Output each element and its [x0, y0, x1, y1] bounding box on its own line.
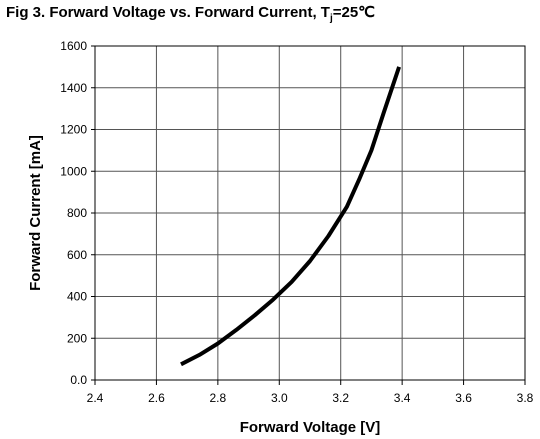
y-tick-labels: 0.0 200 400 600 800 1000 1200 1400 1600: [60, 39, 87, 387]
y-tick-label: 600: [67, 248, 87, 262]
y-tick-label: 1400: [60, 81, 87, 95]
y-tick-label: 1000: [60, 164, 87, 178]
y-tick-label: 400: [67, 290, 87, 304]
chart-title-subscript: j: [329, 13, 333, 24]
grid-lines: [94, 45, 526, 381]
chart-title-suffix: =25℃: [332, 4, 376, 21]
y-tick-label: 800: [67, 206, 87, 220]
x-tick-label: 3.0: [271, 391, 288, 405]
x-axis-label: Forward Voltage [V]: [240, 419, 381, 436]
x-tick-label: 2.6: [148, 391, 165, 405]
data-series: [180, 66, 401, 367]
forward-current-curve: [180, 66, 401, 367]
x-tick-labels: 2.4 2.6 2.8 3.0 3.2 3.4 3.6 3.8: [87, 391, 534, 405]
y-tick-label: 0.0: [70, 373, 87, 387]
x-tick-label: 3.6: [455, 391, 472, 405]
y-tick-label: 1200: [60, 123, 87, 137]
x-tick-label: 2.4: [87, 391, 104, 405]
x-tick-label: 2.8: [210, 391, 227, 405]
y-axis-label: Forward Current [mA]: [27, 135, 44, 291]
x-tick-label: 3.2: [332, 391, 349, 405]
chart-title: Fig 3. Forward Voltage vs. Forward Curre…: [6, 3, 375, 24]
x-tick-label: 3.4: [394, 391, 411, 405]
y-tick-label: 200: [67, 331, 87, 345]
x-tick-label: 3.8: [517, 391, 534, 405]
chart-title-main: Fig 3. Forward Voltage vs. Forward Curre…: [6, 4, 330, 21]
tick-marks: [91, 45, 526, 385]
y-tick-label: 1600: [60, 39, 87, 53]
